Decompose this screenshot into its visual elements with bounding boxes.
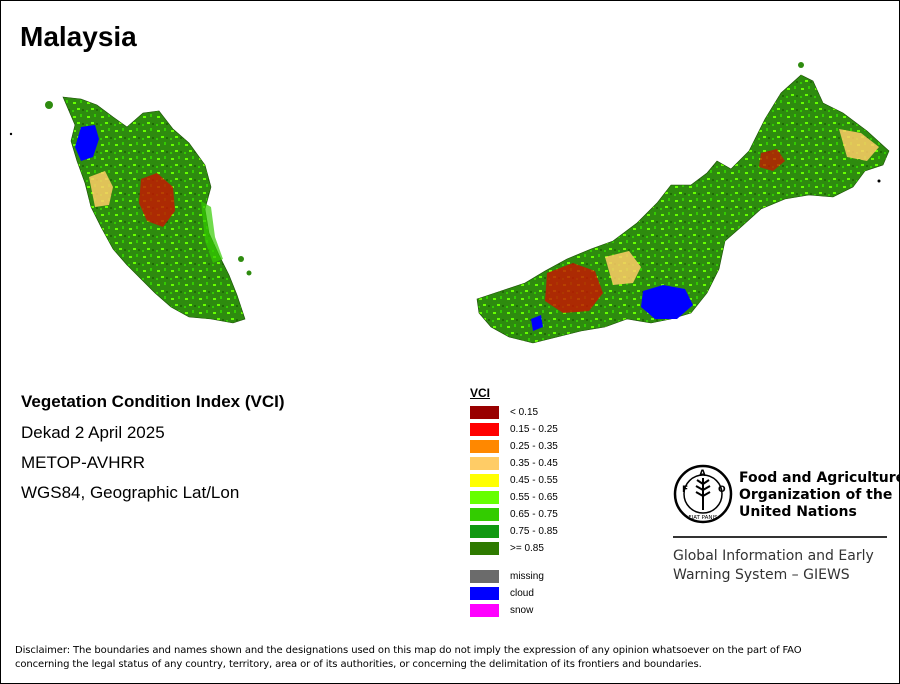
legend-swatch bbox=[470, 587, 499, 600]
svg-text:F: F bbox=[682, 485, 688, 495]
info-dekad: Dekad 2 April 2025 bbox=[21, 423, 165, 442]
island-4 bbox=[9, 132, 13, 136]
fao-branding: F A O FIAT PANIS Food and Agriculture Or… bbox=[673, 464, 900, 589]
legend-swatch bbox=[470, 508, 499, 521]
info-sensor: METOP-AVHRR bbox=[21, 453, 146, 472]
svg-text:FIAT PANIS: FIAT PANIS bbox=[688, 515, 718, 521]
legend-item: 0.45 - 0.55 bbox=[470, 474, 610, 488]
legend-item: 0.55 - 0.65 bbox=[470, 491, 610, 505]
legend-swatch bbox=[470, 491, 499, 504]
fao-org-line: Food and Agriculture bbox=[739, 470, 900, 486]
legend-item: missing bbox=[470, 570, 610, 584]
giews-line: Global Information and Early bbox=[673, 548, 874, 564]
legend-label: >= 0.85 bbox=[510, 543, 544, 554]
map-title: Malaysia bbox=[20, 21, 137, 52]
legend-swatch bbox=[470, 474, 499, 487]
peninsular-malaysia bbox=[9, 96, 252, 324]
legend-item: cloud bbox=[470, 587, 610, 601]
legend-label: 0.65 - 0.75 bbox=[510, 509, 558, 520]
giews-name: Global Information and Early Warning Sys… bbox=[673, 547, 874, 585]
legend-label: cloud bbox=[510, 588, 534, 599]
legend-item: 0.15 - 0.25 bbox=[470, 423, 610, 437]
peninsula-coast-strip bbox=[201, 201, 223, 263]
legend-label: 0.25 - 0.35 bbox=[510, 441, 558, 452]
legend-item: 0.75 - 0.85 bbox=[470, 525, 610, 539]
cloud-patch-west bbox=[531, 315, 543, 331]
legend-swatch bbox=[470, 604, 499, 617]
vci-map bbox=[9, 62, 890, 344]
cloud-patch-sarawak bbox=[641, 285, 693, 319]
info-title: Vegetation Condition Index (VCI) bbox=[21, 392, 285, 411]
legend-label: missing bbox=[510, 571, 544, 582]
disclaimer-line: Disclaimer: The boundaries and names sho… bbox=[15, 645, 802, 656]
dry-patch-sarawak bbox=[605, 251, 641, 285]
island-1 bbox=[45, 101, 53, 109]
legend-title: VCI bbox=[470, 386, 491, 400]
legend-label: 0.15 - 0.25 bbox=[510, 424, 558, 435]
legend-label: 0.55 - 0.65 bbox=[510, 492, 558, 503]
disclaimer-line: concerning the legal status of any count… bbox=[15, 659, 702, 670]
legend-label: 0.35 - 0.45 bbox=[510, 458, 558, 469]
fao-logo-icon: F A O FIAT PANIS bbox=[673, 464, 733, 524]
cloud-patch-northwest bbox=[75, 125, 99, 161]
legend-label: 0.75 - 0.85 bbox=[510, 526, 558, 537]
svg-text:O: O bbox=[718, 485, 726, 495]
legend-swatch bbox=[470, 542, 499, 555]
drought-patch-north bbox=[139, 173, 175, 227]
disclaimer: Disclaimer: The boundaries and names sho… bbox=[15, 644, 887, 672]
legend-label: < 0.15 bbox=[510, 407, 539, 418]
legend-swatch bbox=[470, 525, 499, 538]
legend-swatch bbox=[470, 440, 499, 453]
east-malaysia bbox=[476, 62, 890, 344]
fao-org-line: Organization of the bbox=[739, 487, 893, 503]
dry-patch-north bbox=[89, 171, 113, 207]
island-3 bbox=[246, 270, 252, 276]
island-5 bbox=[798, 62, 804, 68]
drought-patch-sabah bbox=[759, 149, 785, 171]
legend-label: snow bbox=[510, 605, 534, 616]
legend-item: 0.35 - 0.45 bbox=[470, 457, 610, 471]
dry-patch-sabah bbox=[839, 129, 879, 161]
info-projection: WGS84, Geographic Lat/Lon bbox=[21, 483, 240, 502]
island-6 bbox=[857, 159, 861, 163]
island-2 bbox=[238, 256, 244, 262]
legend-swatch bbox=[470, 423, 499, 436]
giews-line: Warning System – GIEWS bbox=[673, 567, 850, 583]
divider bbox=[673, 536, 887, 538]
legend-item: >= 0.85 bbox=[470, 542, 610, 556]
drought-patch-sarawak bbox=[545, 263, 603, 313]
legend-swatch bbox=[470, 457, 499, 470]
legend-label: 0.45 - 0.55 bbox=[510, 475, 558, 486]
fao-org-line: United Nations bbox=[739, 504, 857, 520]
legend-swatch bbox=[470, 570, 499, 583]
legend-swatch bbox=[470, 406, 499, 419]
legend-item: 0.65 - 0.75 bbox=[470, 508, 610, 522]
legend-item: < 0.15 bbox=[470, 406, 610, 420]
svg-text:A: A bbox=[699, 469, 706, 479]
legend-item: 0.25 - 0.35 bbox=[470, 440, 610, 454]
legend-item: snow bbox=[470, 604, 610, 618]
island-7 bbox=[877, 179, 881, 183]
fao-org-name: Food and Agriculture Organization of the… bbox=[739, 470, 900, 521]
